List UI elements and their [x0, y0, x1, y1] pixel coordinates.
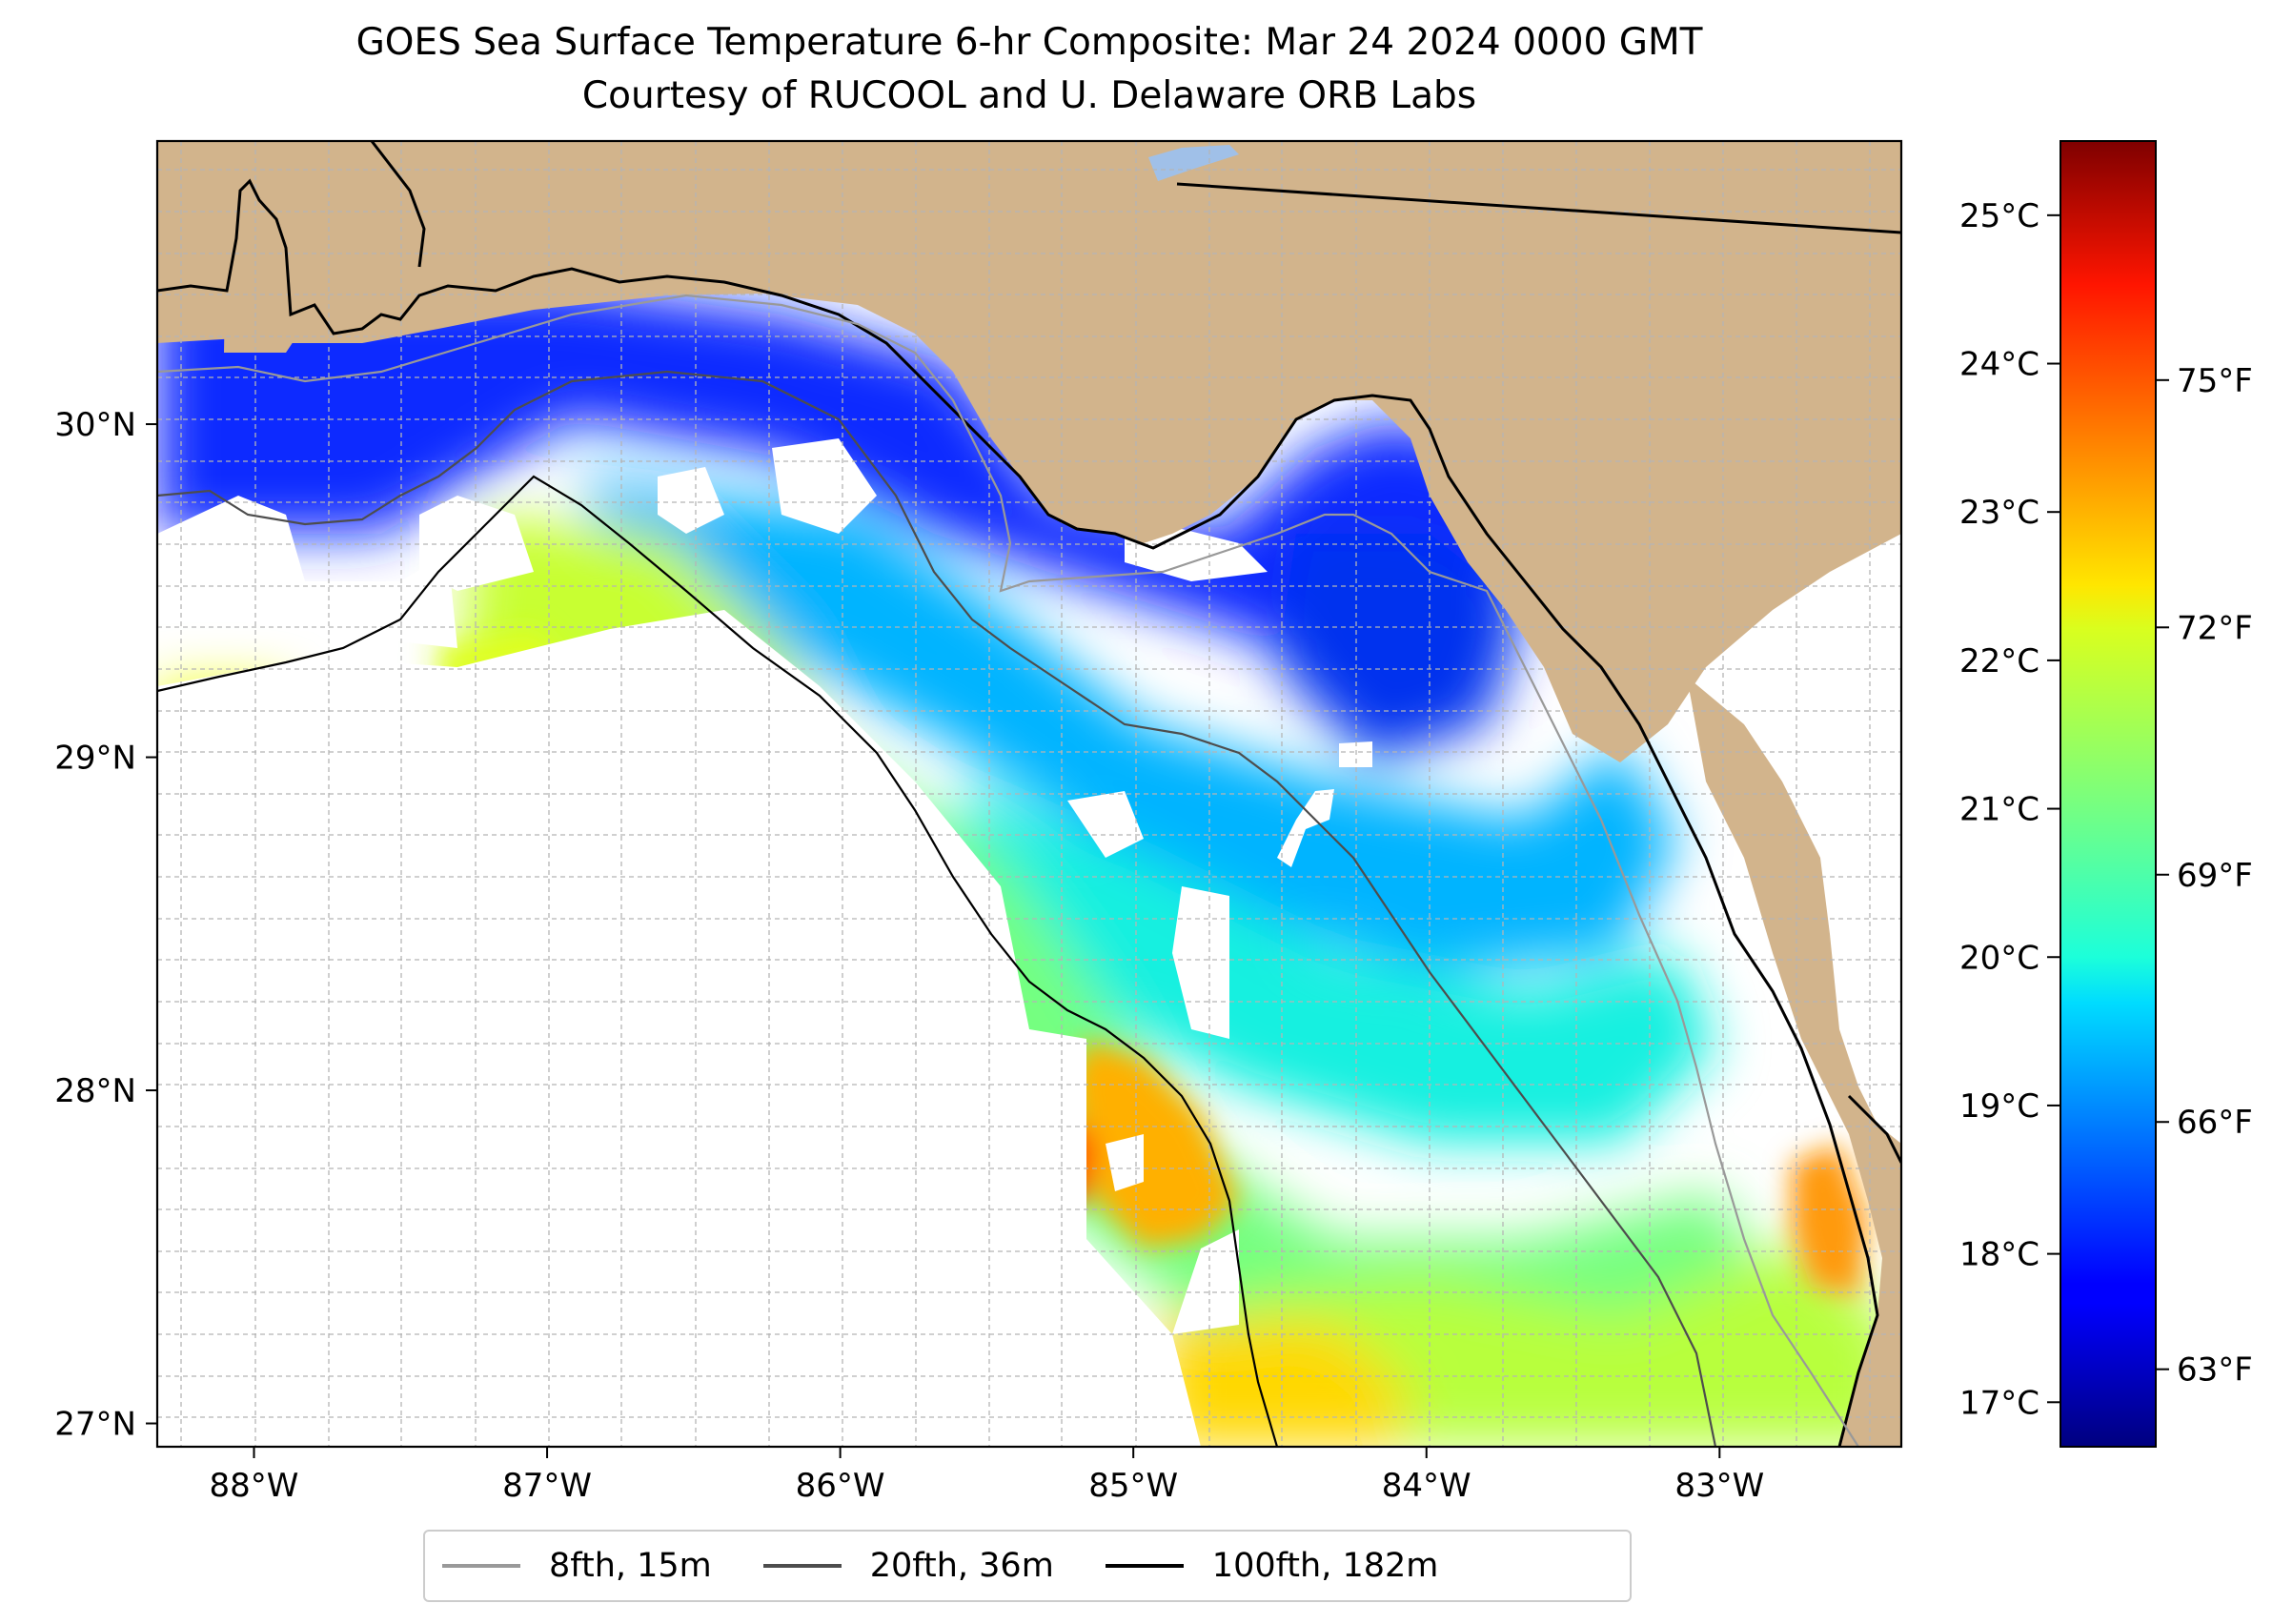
coastline-east — [1847, 1094, 1901, 1164]
legend-item: 20fth, 36m — [762, 1547, 1054, 1585]
lat-tick-label: 27°N — [54, 1406, 136, 1444]
isobath-8fth — [157, 294, 1859, 1447]
gap-eddy-notch — [1106, 1134, 1144, 1191]
celsius-tick-label: 17°C — [1959, 1384, 2039, 1422]
gridlines — [157, 141, 1901, 1447]
celsius-tick-label: 18°C — [1959, 1236, 2039, 1274]
lon-tick-label: 86°W — [796, 1467, 885, 1505]
gap-dot — [1277, 789, 1334, 867]
state-border-west — [370, 141, 426, 268]
gap-southwest — [157, 610, 1201, 1447]
isobath-20fth — [157, 370, 1717, 1447]
legend-line-swatch — [1105, 1564, 1184, 1568]
land-florida-west — [1687, 677, 1901, 1447]
longitude-axis: 88°W 87°W 86°W 85°W 84°W 83°W — [210, 1447, 1764, 1505]
state-border — [1176, 182, 1901, 234]
celsius-tick-label: 19°C — [1959, 1087, 2039, 1126]
isobath-legend: 8fth, 15m 20fth, 36m 100fth, 182m — [423, 1530, 1632, 1602]
gap-south-channel — [1172, 1229, 1239, 1334]
celsius-tick-label: 23°C — [1959, 494, 2039, 532]
fahrenheit-tick-label: 75°F — [2177, 362, 2253, 400]
sst-orange-eddy — [1067, 1039, 1239, 1248]
land-north — [157, 141, 1901, 762]
sst-orange-coast — [1792, 1144, 1868, 1296]
legend-label: 8fth, 15m — [549, 1547, 712, 1585]
legend-item: 8fth, 15m — [442, 1547, 712, 1585]
map-frame — [155, 139, 1903, 1449]
lat-tick-label: 29°N — [54, 740, 136, 778]
legend-label: 20fth, 36m — [869, 1547, 1054, 1585]
fahrenheit-tick-label: 72°F — [2177, 609, 2253, 647]
sst-blue-deep — [1277, 534, 1525, 762]
gap-west-patch — [419, 496, 534, 591]
no-data-gaps — [157, 438, 1372, 1447]
sst-aqua — [953, 782, 1715, 1144]
fahrenheit-tick-label: 69°F — [2177, 857, 2253, 895]
map-title: GOES Sea Surface Temperature 6-hr Compos… — [355, 21, 1703, 64]
legend-line-swatch — [442, 1564, 520, 1568]
colorbar-fahrenheit-axis: 75°F 72°F 69°F 66°F 63°F — [2156, 362, 2253, 1390]
lon-tick-label: 83°W — [1674, 1467, 1764, 1505]
legend-label: 100fth, 182m — [1211, 1547, 1439, 1585]
lat-tick-label: 30°N — [54, 406, 136, 444]
lon-tick-label: 88°W — [210, 1467, 299, 1505]
sst-yellow-south — [1163, 1315, 1410, 1447]
colorbar-celsius-axis: 25°C 24°C 23°C 22°C 21°C 20°C 19°C 18°C 17°C — [1959, 197, 2060, 1422]
gap-center-patch — [658, 467, 724, 534]
lake — [1148, 145, 1239, 181]
fahrenheit-tick-label: 63°F — [2177, 1351, 2253, 1390]
legend-line-swatch — [762, 1564, 842, 1568]
celsius-tick-label: 20°C — [1959, 939, 2039, 977]
lon-tick-label: 85°W — [1088, 1467, 1178, 1505]
map-subtitle: Courtesy of RUCOOL and U. Delaware ORB L… — [581, 74, 1477, 117]
lon-tick-label: 87°W — [502, 1467, 592, 1505]
colorbar-gradient — [2060, 140, 2157, 1448]
fahrenheit-tick-label: 66°F — [2177, 1104, 2253, 1142]
gap-mid1 — [772, 438, 877, 534]
latitude-axis: 30°N 29°N 28°N 27°N — [54, 406, 157, 1444]
gap-mid3 — [1172, 886, 1229, 1039]
colorbar: 25°C 24°C 23°C 22°C 21°C 20°C 19°C 18°C 17°C 75°… — [1959, 140, 2253, 1448]
lon-tick-label: 84°W — [1382, 1467, 1471, 1505]
lat-tick-label: 28°N — [54, 1072, 136, 1110]
gap-west-lowshelf — [157, 496, 457, 648]
gap-mid2 — [1067, 791, 1144, 858]
isobath-100fth — [157, 475, 1279, 1447]
land-peninsula — [224, 181, 305, 353]
celsius-tick-label: 24°C — [1959, 346, 2039, 384]
coastline — [157, 178, 1879, 1447]
celsius-tick-label: 25°C — [1959, 197, 2039, 235]
legend-item: 100fth, 182m — [1105, 1547, 1439, 1585]
celsius-tick-label: 21°C — [1959, 791, 2039, 829]
celsius-tick-label: 22°C — [1959, 642, 2039, 680]
map-area — [157, 141, 1901, 1447]
